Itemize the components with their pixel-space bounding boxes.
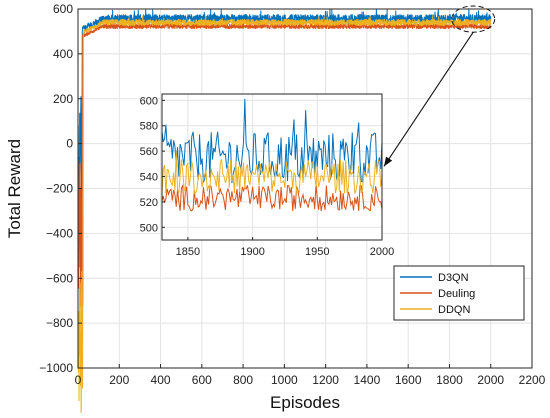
series-line-ddqn bbox=[77, 15, 492, 414]
zoom-arrow bbox=[383, 31, 474, 167]
x-tick-label: 1400 bbox=[354, 373, 381, 387]
inset-series-line-deuling bbox=[162, 183, 382, 212]
x-tick-label: 2000 bbox=[477, 373, 504, 387]
main-tick-labels: 0 200 400 600 800 1000 1200 1400 1600 1800 2000 220… bbox=[39, 2, 545, 387]
y-tick-label: −400 bbox=[46, 226, 73, 240]
inset-series-line-ddqn bbox=[162, 150, 382, 195]
inset-y-tick-label: 600 bbox=[140, 95, 158, 107]
legend: D3QN Deuling DDQN bbox=[393, 265, 525, 321]
inset-y-tick-label: 500 bbox=[140, 222, 158, 234]
x-tick-label: 1000 bbox=[271, 373, 298, 387]
zoom-arrowhead bbox=[384, 156, 393, 167]
inset-x-tick-label: 1900 bbox=[240, 246, 264, 258]
inset-series-line-d3qn bbox=[162, 98, 382, 184]
inset-y-tick-label: 520 bbox=[140, 197, 158, 209]
x-tick-label: 1200 bbox=[312, 373, 339, 387]
series-line-deuling bbox=[77, 20, 492, 307]
x-tick-label: 2200 bbox=[519, 373, 546, 387]
series-line-d3qn bbox=[77, 8, 492, 236]
x-tick-label: 1600 bbox=[395, 373, 422, 387]
inset-x-tick-label: 1950 bbox=[305, 246, 329, 258]
y-tick-label: −800 bbox=[46, 316, 73, 330]
inset-series-lines bbox=[162, 98, 382, 212]
x-tick-label: 200 bbox=[109, 373, 129, 387]
legend-label-d3qn: D3QN bbox=[438, 272, 469, 284]
y-tick-label: 0 bbox=[66, 137, 73, 151]
inset-y-tick-label: 580 bbox=[140, 121, 158, 133]
y-axis-label: Total Reward bbox=[5, 139, 24, 238]
x-tick-label: 400 bbox=[151, 373, 171, 387]
inset-x-tick-label: 2000 bbox=[370, 246, 394, 258]
inset-axes: 1850 1900 1950 2000 500 520 540 560 580 600 bbox=[140, 93, 395, 258]
main-series-lines bbox=[77, 8, 492, 414]
inset-tick-labels: 1850 1900 1950 2000 500 520 540 560 580 600 bbox=[140, 95, 395, 258]
x-tick-label: 800 bbox=[233, 373, 253, 387]
y-tick-label: 600 bbox=[53, 2, 73, 16]
x-tick-label: 0 bbox=[75, 373, 82, 387]
x-tick-label: 1800 bbox=[436, 373, 463, 387]
inset-axes-frame bbox=[161, 93, 383, 241]
y-tick-label: −600 bbox=[46, 271, 73, 285]
inset-y-tick-label: 540 bbox=[140, 172, 158, 184]
y-tick-label: 400 bbox=[53, 47, 73, 61]
y-tick-label: −1000 bbox=[39, 361, 73, 375]
legend-label-deuling: Deuling bbox=[438, 288, 475, 300]
y-tick-label: 200 bbox=[53, 92, 73, 106]
x-tick-label: 600 bbox=[192, 373, 212, 387]
legend-label-ddqn: DDQN bbox=[438, 304, 470, 316]
inset-x-tick-label: 1850 bbox=[176, 246, 200, 258]
inset-y-tick-label: 560 bbox=[140, 146, 158, 158]
x-axis-label: Episodes bbox=[270, 393, 340, 412]
y-tick-label: −200 bbox=[46, 182, 73, 196]
zoom-annotation bbox=[383, 5, 496, 167]
